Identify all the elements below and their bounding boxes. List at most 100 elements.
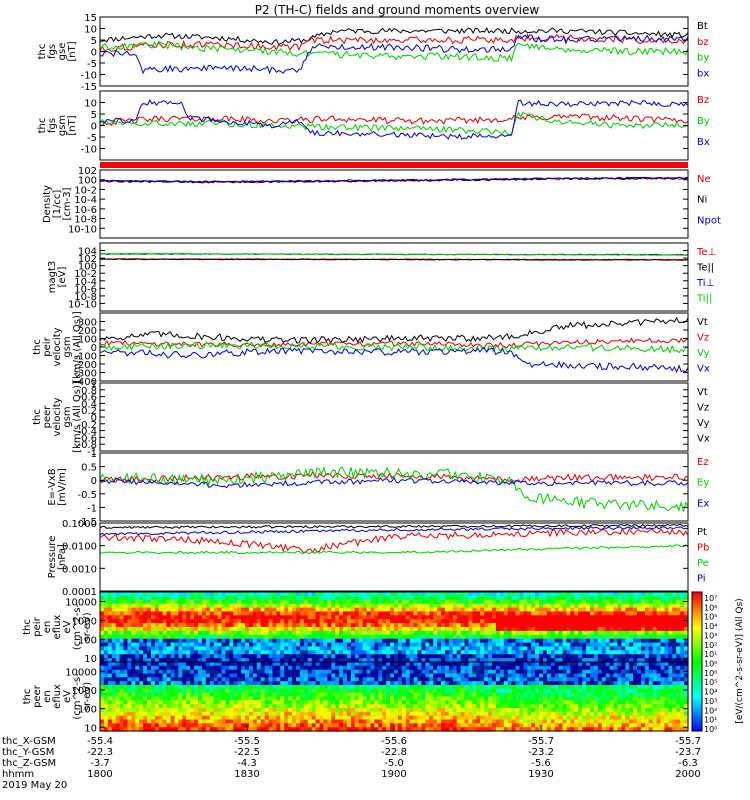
heatmap-cell — [103, 650, 109, 655]
heatmap-cell — [347, 665, 352, 671]
heatmap-cell — [178, 638, 183, 644]
heatmap-cell — [143, 646, 148, 651]
heatmap-cell — [347, 611, 352, 616]
heatmap-cell — [311, 642, 317, 648]
heatmap-cell — [476, 638, 481, 644]
heatmap-cell — [288, 685, 293, 690]
heatmap-cell — [303, 696, 309, 701]
heatmap-cell — [319, 688, 324, 694]
heatmap-cell — [327, 715, 332, 721]
heatmap-cell — [539, 603, 544, 609]
heatmap-cell — [652, 615, 658, 620]
heatmap-cell — [448, 727, 454, 732]
heatmap-cell — [241, 595, 246, 601]
heatmap-cell — [103, 719, 109, 724]
heatmap-cell — [609, 646, 615, 651]
heatmap-cell — [284, 638, 289, 644]
heatmap-cell — [519, 704, 524, 709]
heatmap-cell — [347, 673, 352, 678]
heatmap-cell — [366, 700, 372, 705]
heatmap-cell — [511, 634, 517, 640]
heatmap-cell — [566, 646, 571, 651]
heatmap-cell — [115, 692, 121, 698]
heatmap-cell — [299, 727, 305, 732]
heatmap-cell — [221, 592, 226, 597]
heatmap-cell — [119, 615, 125, 620]
heatmap-cell — [327, 669, 332, 675]
heatmap-cell — [456, 715, 462, 721]
heatmap-cell — [296, 634, 301, 640]
heatmap-cell — [472, 615, 477, 620]
heatmap-cell — [296, 685, 301, 690]
heatmap-cell — [233, 592, 238, 597]
heatmap-cell — [648, 642, 654, 648]
heatmap-cell — [147, 623, 152, 628]
heatmap-cell — [507, 638, 513, 644]
heatmap-cell — [339, 727, 344, 732]
heatmap-cell — [495, 696, 501, 701]
heatmap-cell — [100, 673, 105, 678]
heatmap-cell — [429, 696, 434, 701]
heatmap-cell — [680, 654, 685, 659]
heatmap-cell — [205, 611, 211, 616]
heatmap-cell — [527, 638, 532, 644]
heatmap-cell — [225, 619, 230, 624]
heatmap-cell — [484, 623, 489, 628]
heatmap-cell — [374, 642, 379, 648]
heatmap-cell — [417, 654, 422, 659]
heatmap-cell — [484, 642, 489, 648]
heatmap-cell — [115, 615, 121, 620]
heatmap-cell — [378, 646, 383, 651]
heatmap-cell — [519, 646, 524, 651]
heatmap-cell — [637, 638, 642, 644]
heatmap-cell — [413, 727, 419, 732]
heatmap-cell — [201, 642, 207, 648]
heatmap-cell — [374, 634, 379, 640]
heatmap-cell — [260, 658, 266, 663]
heatmap-cell — [445, 669, 450, 675]
heatmap-cell — [445, 619, 450, 624]
heatmap-cell — [315, 677, 321, 682]
heatmap-cell — [358, 662, 364, 667]
heatmap-cell — [280, 711, 285, 717]
heatmap-cell — [394, 634, 399, 640]
heatmap-cell — [425, 595, 430, 601]
heatmap-cell — [182, 715, 187, 721]
heatmap-cell — [237, 669, 242, 675]
legend-entry: By — [697, 116, 710, 127]
heatmap-cell — [641, 603, 646, 609]
heatmap-cell — [268, 623, 274, 628]
heatmap-cell — [217, 681, 223, 686]
heatmap-cell — [194, 688, 199, 694]
y-label-line: magt3 — [47, 261, 58, 294]
heatmap-cell — [480, 665, 485, 671]
heatmap-cell — [437, 700, 442, 705]
heatmap-cell — [668, 642, 673, 648]
heatmap-cell — [213, 708, 219, 713]
heatmap-cell — [162, 681, 168, 686]
heatmap-cell — [358, 708, 364, 713]
heatmap-cell — [147, 700, 152, 705]
heatmap-cell — [331, 700, 336, 705]
heatmap-cell — [213, 630, 219, 636]
legend-entry: Bz — [697, 95, 709, 106]
heatmap-cell — [499, 715, 505, 721]
heatmap-cell — [245, 627, 250, 632]
heatmap-cell — [527, 592, 532, 597]
heatmap-cell — [664, 615, 669, 620]
heatmap-cell — [511, 654, 517, 659]
heatmap-cell — [272, 681, 277, 686]
heatmap-cell — [401, 696, 407, 701]
heatmap-cell — [558, 615, 564, 620]
heatmap-cell — [115, 681, 121, 686]
heatmap-cell — [629, 638, 634, 644]
heatmap-cell — [264, 599, 270, 605]
heatmap-cell — [182, 642, 187, 648]
heatmap-cell — [378, 673, 383, 678]
heatmap-cell — [625, 627, 630, 632]
heatmap-cell — [249, 627, 254, 632]
heatmap-cell — [386, 719, 391, 724]
heatmap-cell — [421, 611, 426, 616]
heatmap-cell — [464, 619, 470, 624]
heatmap-cell — [221, 607, 226, 613]
